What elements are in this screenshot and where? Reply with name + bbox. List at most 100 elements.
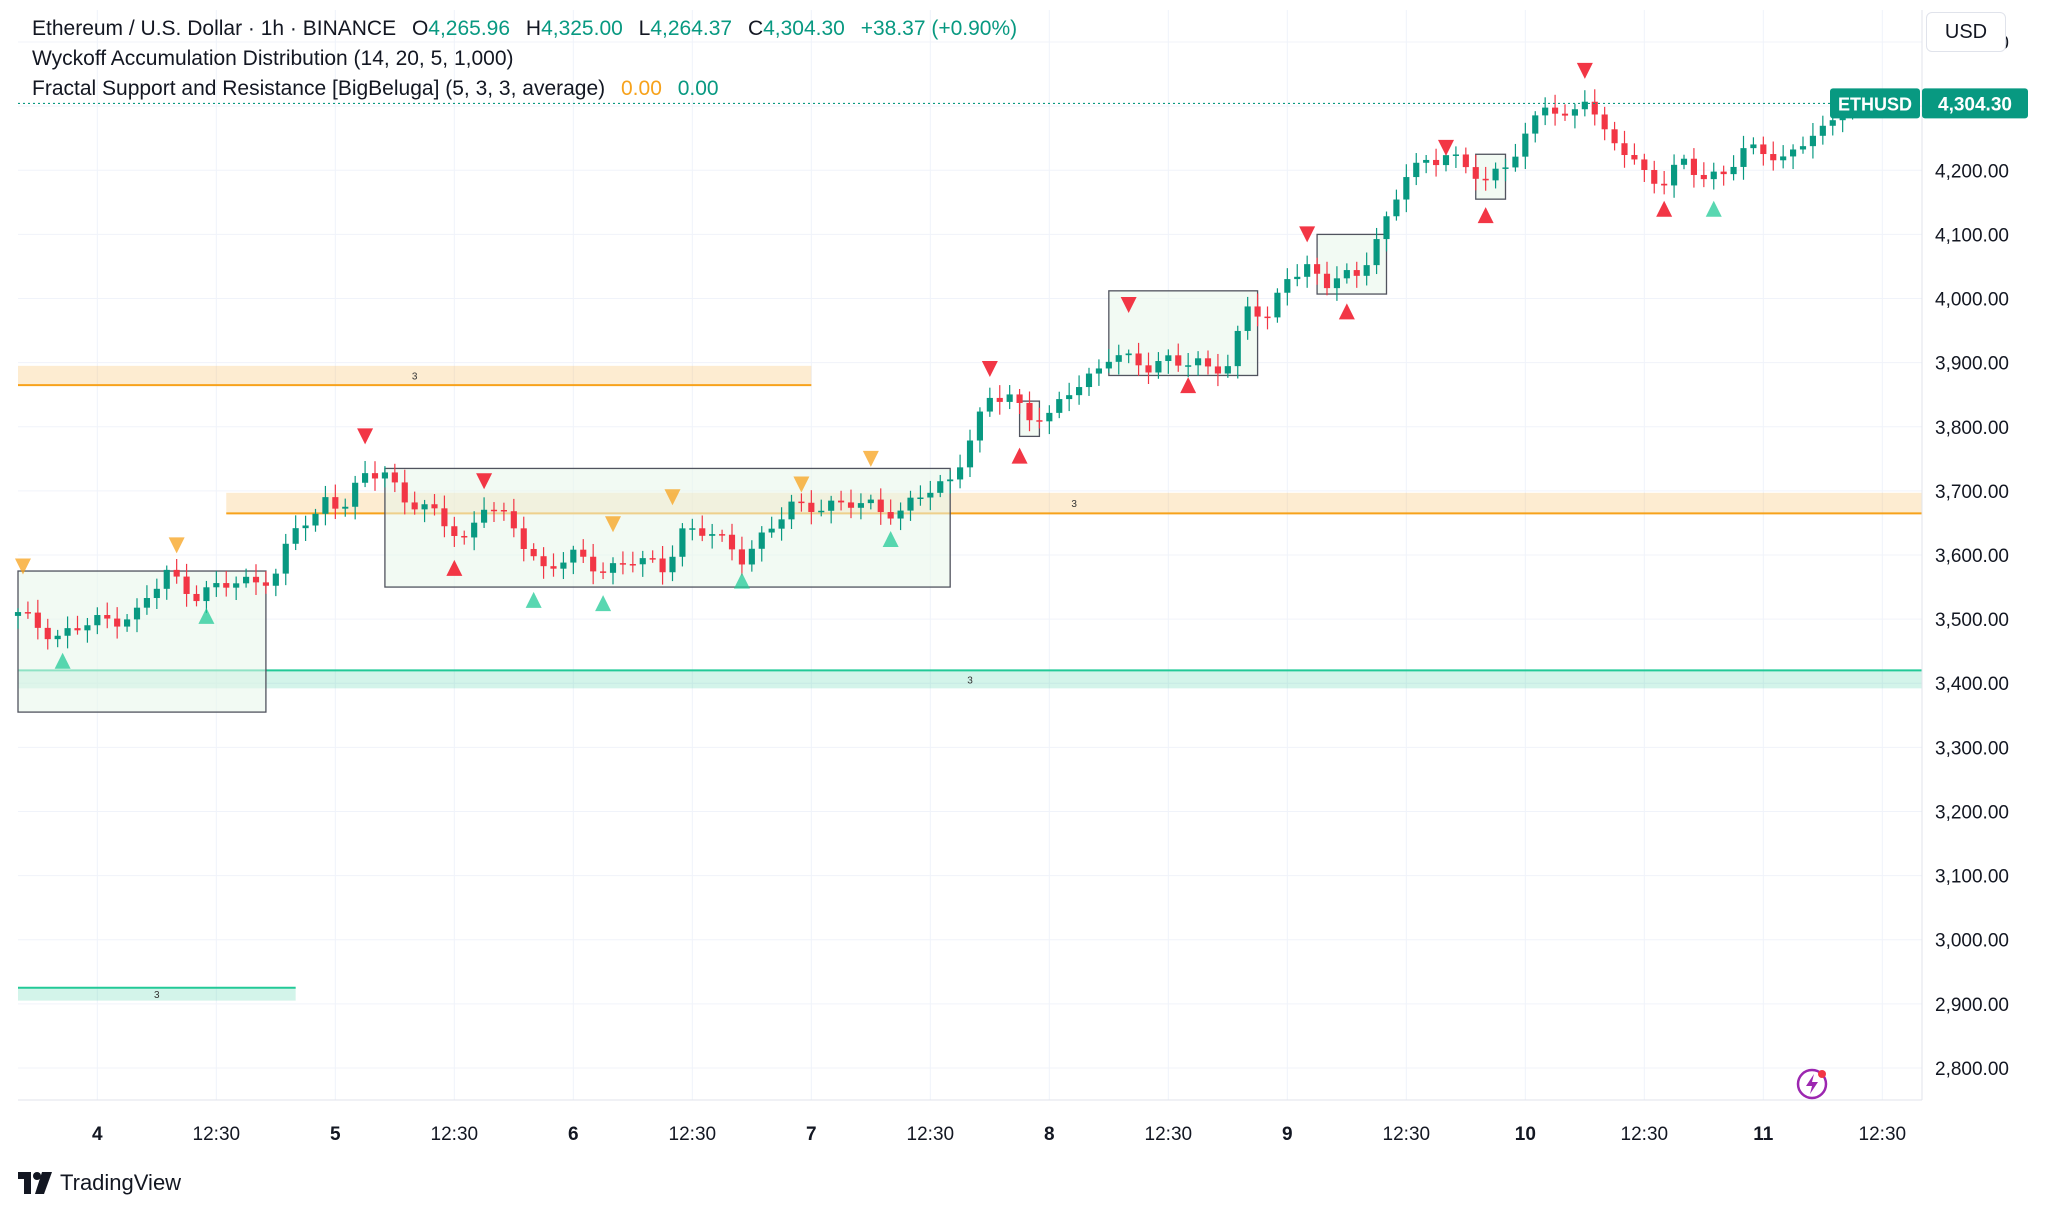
- indicator-wyckoff[interactable]: Wyckoff Accumulation Distribution (14, 2…: [32, 44, 1017, 74]
- candle-body: [1204, 358, 1212, 367]
- indicator-wyckoff-label: Wyckoff Accumulation Distribution (14, 2…: [32, 47, 514, 70]
- symbol-line: Ethereum / U.S. Dollar · 1h · BINANCE O4…: [32, 14, 1017, 44]
- x-tick-label: 12:30: [1383, 1124, 1431, 1145]
- candle-body: [947, 479, 954, 482]
- candle-body: [1472, 167, 1479, 179]
- candle-body: [272, 573, 279, 586]
- candle-body: [1066, 395, 1073, 400]
- fractal-trough-marker: [1180, 377, 1197, 394]
- candle-body: [768, 528, 775, 533]
- candle-body: [580, 549, 587, 557]
- y-tick-label: 3,700.00: [1935, 482, 2009, 503]
- candle-body: [1165, 355, 1172, 362]
- candle-body: [371, 473, 379, 479]
- candle-body: [699, 528, 706, 536]
- candle-body: [877, 499, 884, 513]
- candle-body: [1799, 146, 1807, 150]
- candle-body: [94, 615, 101, 626]
- chart-legend: Ethereum / U.S. Dollar · 1h · BINANCE O4…: [32, 14, 1017, 104]
- y-tick-label: 3,600.00: [1935, 546, 2009, 567]
- symbol-title[interactable]: Ethereum / U.S. Dollar · 1h · BINANCE: [32, 17, 397, 40]
- fractal-down-marker: [1705, 200, 1722, 217]
- candle-body: [302, 525, 309, 529]
- candle-body: [619, 563, 626, 565]
- last-price-badge: [1922, 88, 2028, 119]
- fractal-peak-marker: [981, 361, 998, 378]
- indicator-fractal-label: Fractal Support and Resistance [BigBelug…: [32, 77, 606, 100]
- candle-body: [1076, 387, 1083, 396]
- fractal-peak-marker: [1438, 139, 1454, 156]
- y-tick-label: 3,000.00: [1935, 931, 2009, 952]
- candle-body: [1046, 412, 1053, 422]
- fractal-trough-marker: [1656, 200, 1673, 217]
- x-tick-label: 10: [1515, 1124, 1536, 1145]
- candle-body: [1760, 144, 1767, 155]
- candle-body: [362, 473, 369, 483]
- candle-body: [976, 411, 983, 441]
- indicator-fractal[interactable]: Fractal Support and Resistance [BigBelug…: [32, 74, 1017, 104]
- candle-body: [1750, 144, 1757, 149]
- candle-body: [540, 556, 547, 567]
- change-value: +38.37 (+0.90%): [860, 17, 1018, 40]
- candle-body: [1056, 399, 1063, 413]
- candle-body: [1175, 355, 1182, 366]
- fractal-down-marker: [54, 652, 71, 669]
- candle-body: [223, 583, 230, 588]
- tradingview-label: TradingView: [60, 1170, 182, 1195]
- candle-body: [986, 397, 993, 412]
- candle-body: [1333, 278, 1340, 289]
- tradingview-branding[interactable]: TradingView: [18, 1170, 181, 1196]
- fractal-down-marker: [882, 530, 899, 547]
- candle-body: [153, 588, 160, 599]
- x-tick-label: 9: [1282, 1124, 1293, 1145]
- candle-body: [74, 628, 81, 631]
- candle-body: [659, 558, 666, 573]
- candle-body: [133, 607, 141, 620]
- candle-body: [1284, 279, 1291, 293]
- high-label: H: [525, 17, 542, 40]
- candle-body: [867, 499, 874, 504]
- candle-body: [1264, 316, 1271, 319]
- candle-body: [1581, 101, 1588, 110]
- candle-body: [34, 612, 41, 628]
- candle-body: [520, 528, 527, 549]
- candle-body: [530, 548, 537, 557]
- candle-body: [1770, 154, 1777, 161]
- candle-body: [54, 635, 61, 640]
- candle-body: [1085, 373, 1093, 388]
- fractal-peak-marker: [476, 473, 493, 490]
- lightning-icon[interactable]: [1795, 1067, 1829, 1101]
- x-tick-label: 12:30: [907, 1124, 955, 1145]
- candle-body: [1492, 168, 1499, 181]
- candle-body: [243, 576, 250, 584]
- candle-body: [332, 497, 339, 509]
- candle-body: [808, 502, 815, 512]
- candle-body: [907, 497, 914, 511]
- currency-button[interactable]: USD: [1926, 12, 2006, 52]
- candle-body: [1274, 292, 1281, 318]
- fractal-peak-marker: [357, 428, 374, 445]
- candle-body: [560, 562, 567, 569]
- candle-body: [262, 582, 269, 586]
- candle-body: [679, 528, 686, 557]
- candle-body: [64, 628, 71, 636]
- candle-body: [1353, 270, 1360, 276]
- candle-body: [1532, 115, 1539, 134]
- fractal-trough-marker: [1011, 447, 1028, 464]
- candle-body: [957, 467, 964, 480]
- candle-body: [312, 513, 319, 526]
- y-tick-label: 3,400.00: [1935, 674, 2009, 695]
- y-tick-label: 2,900.00: [1935, 995, 2009, 1016]
- candle-body: [193, 593, 200, 602]
- candle-body: [381, 472, 388, 479]
- candle-body: [104, 615, 111, 619]
- candle-body: [461, 535, 468, 538]
- candle-body: [570, 549, 577, 563]
- candle-body: [609, 563, 617, 573]
- y-tick-label: 3,100.00: [1935, 867, 2009, 888]
- candle-body: [1522, 133, 1529, 157]
- open-value: 4,265.96: [428, 17, 511, 40]
- candle-body: [481, 509, 488, 523]
- candle-body: [213, 583, 220, 588]
